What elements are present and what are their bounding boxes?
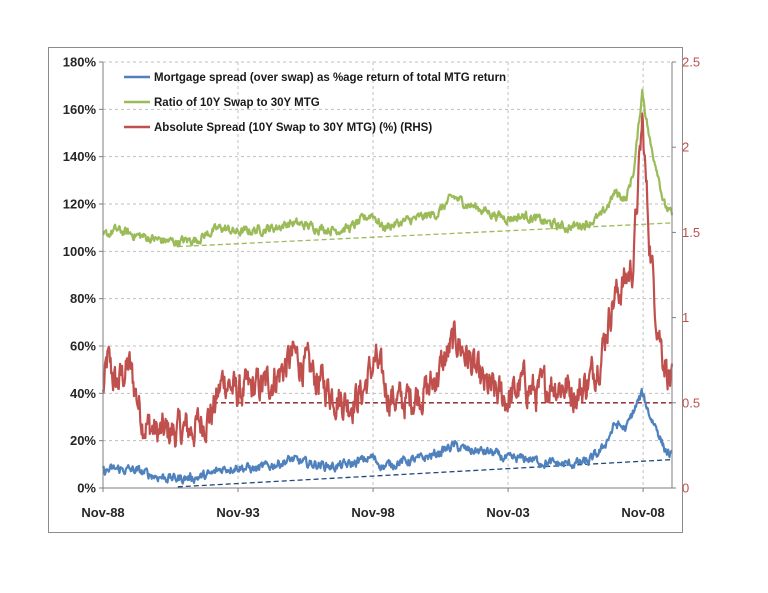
x-tick-label: Nov-93	[216, 505, 259, 520]
series-line	[102, 88, 674, 248]
y-left-tick-label: 120%	[63, 197, 97, 212]
y-left-tick-label: 100%	[63, 244, 97, 259]
y-right-tick-label: 2.5	[682, 55, 700, 70]
legend: Mortgage spread (over swap) as %age retu…	[124, 72, 506, 134]
x-tick-label: Nov-08	[621, 505, 664, 520]
y-left-tick-label: 160%	[63, 102, 97, 117]
axes	[99, 61, 676, 492]
y-left-tick-label: 140%	[63, 149, 97, 164]
series-line	[101, 388, 673, 485]
x-tick-label: Nov-88	[81, 505, 124, 520]
y-right-tick-label: 2	[682, 140, 689, 155]
y-left-tick-label: 40%	[70, 386, 96, 401]
trend-lines	[177, 222, 673, 488]
series-line	[101, 112, 674, 448]
y-right-tick-label: 1	[682, 310, 689, 325]
y-left-tick-label: 0%	[77, 481, 96, 496]
y-left-tick-label: 20%	[70, 433, 96, 448]
trend-line	[177, 458, 673, 488]
legend-label: Ratio of 10Y Swap to 30Y MTG	[154, 97, 320, 109]
y-right-tick-label: 1.5	[682, 225, 700, 240]
y-left-tick-label: 180%	[63, 55, 97, 70]
tick-labels: 0% 20% 40% 60% 80% 100% 120% 140% 160% 180% 0 0.5 1 1…	[63, 55, 700, 521]
x-tick-label: Nov-03	[486, 505, 529, 520]
legend-label: Absolute Spread (10Y Swap to 30Y MTG) (%…	[154, 122, 432, 134]
y-left-tick-label: 80%	[70, 291, 96, 306]
y-right-tick-label: 0.5	[682, 395, 700, 410]
series-lines	[101, 88, 674, 485]
legend-label: Mortgage spread (over swap) as %age retu…	[154, 72, 506, 84]
y-left-tick-label: 60%	[70, 339, 96, 354]
x-tick-label: Nov-98	[351, 505, 394, 520]
y-right-tick-label: 0	[682, 481, 689, 496]
chart-frame	[48, 47, 683, 533]
